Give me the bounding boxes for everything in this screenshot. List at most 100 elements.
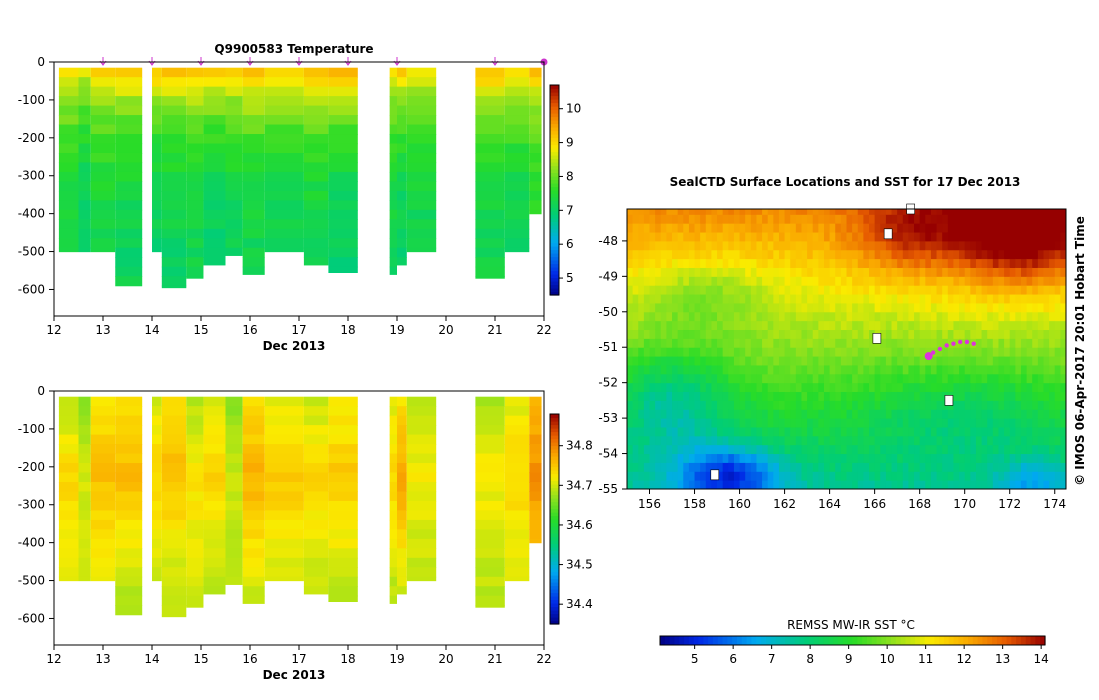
profile-cell — [161, 162, 187, 173]
profile-cell — [161, 285, 187, 289]
colorbar-segment — [684, 636, 690, 645]
profile-cell — [389, 472, 397, 483]
sst-cell — [987, 471, 994, 481]
sst-cell — [925, 444, 932, 455]
profile-cell — [303, 171, 329, 183]
sst-cell — [897, 329, 904, 339]
sst-cell — [964, 249, 971, 260]
sst-cell — [717, 418, 724, 428]
profile-cell — [115, 415, 143, 426]
sst-cell — [700, 320, 707, 331]
sst-cell — [700, 329, 707, 339]
sst-cell — [1026, 382, 1033, 393]
profile-cell — [152, 181, 162, 192]
profile-cell — [161, 171, 187, 183]
sst-cell — [722, 209, 729, 215]
sst-cell — [1026, 471, 1033, 481]
sst-cell — [683, 329, 690, 339]
sst-cell — [846, 294, 853, 304]
sst-cell — [660, 382, 667, 393]
sst-cell — [902, 329, 909, 339]
profile-cell — [475, 181, 505, 192]
sst-cell — [649, 382, 656, 393]
sst-cell — [733, 294, 741, 304]
profile-cell — [186, 266, 204, 277]
sst-cell — [823, 364, 831, 375]
sst-cell — [1049, 329, 1056, 339]
sst-cell — [728, 435, 735, 446]
profile-cell — [152, 86, 162, 97]
sst-cell — [891, 373, 898, 384]
profile-cell — [242, 96, 265, 107]
sst-cell — [767, 435, 774, 446]
sst-cell — [857, 418, 864, 428]
sst-cell — [840, 209, 847, 215]
sst-cell — [908, 214, 915, 224]
profile-cell — [303, 538, 329, 549]
sst-cell — [728, 276, 735, 286]
sst-cell — [728, 209, 735, 215]
sst-cell — [964, 426, 971, 437]
sst-cell — [992, 240, 999, 251]
sst-cell — [902, 426, 909, 437]
profile-cell — [90, 200, 116, 211]
sst-cell — [649, 232, 656, 242]
sst-cell — [807, 338, 814, 348]
sst-cell — [632, 249, 639, 260]
colorbar-segment — [550, 515, 559, 520]
profile-cell — [161, 266, 187, 277]
sst-cell — [936, 480, 943, 490]
profile-cell — [161, 190, 187, 201]
profile-cell — [186, 538, 204, 549]
sst-cell — [987, 426, 994, 437]
sst-cell — [801, 391, 808, 401]
sst-cell — [908, 480, 915, 490]
sst-cell — [987, 285, 994, 295]
profile-cell — [203, 425, 226, 436]
sst-cell — [722, 347, 729, 357]
sst-cell — [666, 364, 673, 375]
sst-cell — [869, 320, 876, 331]
sst-cell — [869, 276, 876, 286]
sst-cell — [790, 400, 797, 410]
sst-cell — [666, 400, 673, 410]
profile-cell — [303, 586, 329, 595]
sst-cell — [1049, 471, 1056, 481]
profile-cell — [186, 247, 204, 258]
sst-cell — [936, 462, 943, 472]
profile-cell — [152, 143, 162, 154]
sst-cell — [1015, 462, 1022, 472]
sst-cell — [666, 347, 673, 357]
sst-cell — [863, 240, 870, 251]
profile-cell — [152, 548, 162, 559]
sst-cell — [835, 409, 842, 419]
sst-cell — [660, 302, 667, 313]
sst-cell — [1043, 373, 1050, 384]
sst-cell — [778, 444, 786, 455]
sst-cell — [801, 311, 808, 322]
sst-cell — [677, 409, 684, 419]
sst-cell — [947, 471, 954, 481]
sst-cell — [807, 232, 814, 242]
sst-cell — [959, 435, 966, 446]
sst-cell — [897, 356, 904, 366]
sst-cell — [1060, 462, 1067, 472]
sst-cell — [846, 232, 853, 242]
sst-cell — [930, 480, 938, 490]
sst-cell — [694, 426, 701, 437]
profile-cell — [264, 500, 304, 512]
profile-cell — [328, 519, 358, 530]
sst-cell — [925, 338, 932, 348]
colorbar-segment — [550, 578, 559, 583]
sst-cell — [1054, 418, 1061, 428]
sst-cell — [942, 258, 949, 268]
profile-cell — [58, 415, 79, 426]
colorbar-tick-label: 5 — [691, 652, 699, 666]
sst-cell — [925, 480, 932, 490]
sst-cell — [733, 391, 741, 401]
sst-cell — [739, 382, 746, 393]
sst-cell — [947, 223, 954, 233]
sst-cell — [852, 258, 859, 268]
profile-cell — [90, 425, 116, 436]
sst-cell — [998, 435, 1005, 446]
